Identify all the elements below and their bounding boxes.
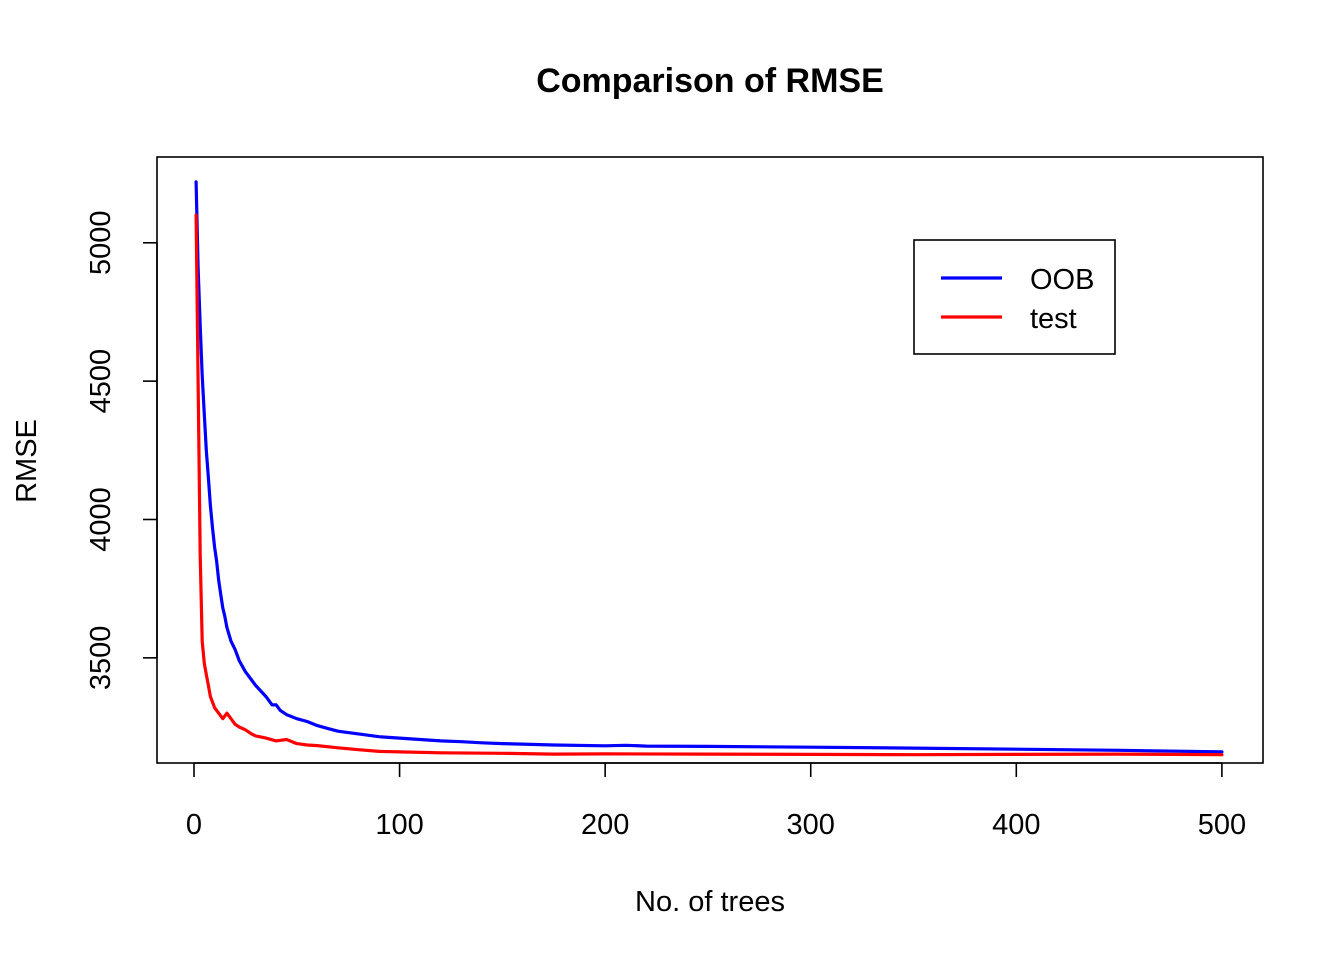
- x-tick-label: 200: [581, 809, 629, 841]
- x-tick-label: 400: [992, 809, 1040, 841]
- x-axis-label: No. of trees: [635, 886, 785, 918]
- y-tick-label: 3500: [85, 626, 117, 691]
- y-tick-label: 5000: [85, 211, 117, 276]
- legend-label-test: test: [1030, 303, 1077, 335]
- series-layer: [194, 180, 1224, 757]
- x-tick-label: 0: [186, 809, 202, 841]
- chart-title: Comparison of RMSE: [536, 62, 884, 100]
- plot-frame: [156, 156, 1264, 764]
- legend-box: [913, 239, 1116, 355]
- x-tick-label: 300: [787, 809, 835, 841]
- x-tick-label: 500: [1198, 809, 1246, 841]
- y-tick-label: 4500: [85, 349, 117, 414]
- y-tick-label: 4000: [85, 487, 117, 552]
- series-line-test: [194, 213, 1224, 757]
- series-line-oob: [194, 180, 1224, 754]
- y-axis-label: RMSE: [11, 419, 43, 503]
- legend-label-oob: OOB: [1030, 264, 1094, 296]
- y-axis: 3500 4000 4500 5000: [85, 211, 158, 691]
- x-tick-label: 100: [375, 809, 423, 841]
- x-axis: 0 100 200 300 400 500: [186, 762, 1246, 841]
- legend: OOB test: [913, 239, 1116, 355]
